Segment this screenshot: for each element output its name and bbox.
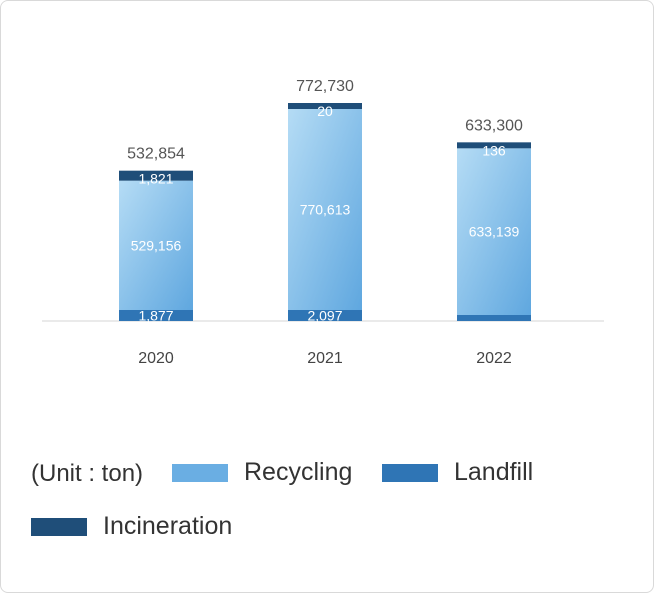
bar-recycling-2020 — [119, 180, 193, 310]
value-label-incineration-2021: 20 — [317, 103, 333, 119]
bar-incineration-2021 — [288, 103, 362, 109]
bar-recycling-2022 — [457, 148, 531, 315]
bar-landfill-2020 — [119, 310, 193, 321]
total-label-2021: 772,730 — [296, 78, 354, 95]
value-label-recycling-2022: 633,139 — [469, 224, 520, 240]
value-label-recycling-2021: 770,613 — [300, 202, 351, 218]
bar-recycling-2021 — [288, 109, 362, 310]
x-tick-label-2022: 2022 — [476, 350, 512, 367]
value-label-incineration-2020: 1,821 — [138, 171, 173, 187]
bar-incineration-2020 — [119, 170, 193, 181]
bar-landfill-2021 — [288, 310, 362, 321]
value-label-landfill-2021: 2,097 — [307, 308, 342, 324]
x-tick-label-2020: 2020 — [138, 350, 174, 367]
x-tick-label-2021: 2021 — [307, 350, 343, 367]
bar-incineration-2022 — [457, 142, 531, 149]
value-label-landfill-2020: 1,877 — [138, 308, 173, 324]
total-label-2022: 633,300 — [465, 117, 523, 134]
value-label-recycling-2020: 529,156 — [131, 237, 182, 253]
value-label-incineration-2022: 136 — [482, 142, 506, 158]
bar-landfill-2022 — [457, 315, 531, 321]
total-label-2020: 532,854 — [127, 146, 185, 163]
